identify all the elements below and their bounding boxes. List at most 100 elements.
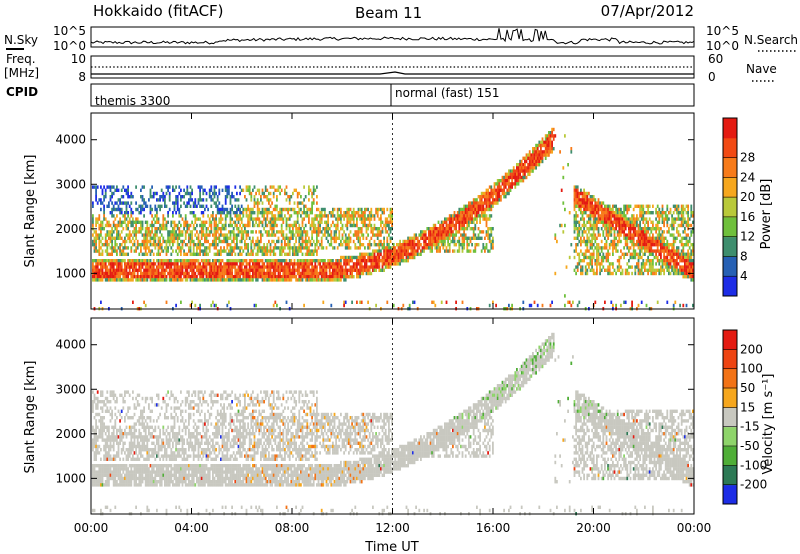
heatmap-cell [167, 265, 169, 269]
heatmap-cell [327, 223, 329, 228]
heatmap-cell [311, 204, 313, 208]
heatmap-cell [471, 227, 473, 231]
heatmap-cell [146, 265, 149, 269]
heatmap-cell [477, 201, 480, 205]
heatmap-cell [583, 217, 585, 221]
heatmap-cell [98, 249, 101, 253]
heatmap-cell [592, 252, 595, 256]
heatmap-cell [180, 262, 182, 266]
heatmap-cell [596, 252, 598, 256]
heatmap-cell [282, 271, 285, 276]
heatmap-cell [250, 207, 253, 212]
heatmap-cell [213, 265, 216, 269]
heatmap-cell [154, 246, 157, 250]
heatmap-cell [196, 275, 198, 279]
heatmap-cell [626, 268, 629, 272]
heatmap-cell [541, 150, 544, 154]
heatmap-cell [552, 127, 555, 132]
heatmap-cell [600, 217, 603, 221]
heatmap-cell [218, 252, 221, 256]
heatmap-cell [100, 268, 102, 272]
heatmap-cell [648, 211, 651, 215]
heatmap-cell [469, 211, 472, 215]
heatmap-cell [138, 220, 141, 224]
heatmap-cell [98, 271, 101, 276]
heatmap-cell [162, 249, 165, 253]
heatmap-cell [480, 201, 483, 205]
heatmap-cell [370, 243, 373, 247]
heatmap-cell [453, 233, 456, 237]
heatmap-cell [632, 233, 635, 237]
heatmap-cell [167, 220, 169, 224]
heatmap-cell [466, 220, 469, 224]
heatmap-cell [466, 204, 469, 208]
heatmap-cell [156, 191, 158, 196]
heatmap-cell [399, 243, 401, 247]
heatmap-cell [586, 201, 589, 205]
heatmap-cell [285, 262, 288, 266]
heatmap-cell [303, 268, 305, 272]
heatmap-cell [394, 246, 397, 250]
heatmap-cell [354, 255, 357, 260]
heatmap-cell [256, 262, 259, 266]
heatmap-cell [352, 239, 355, 244]
heatmap-cell [111, 191, 113, 196]
heatmap-cell [351, 265, 353, 269]
heatmap-cell [304, 223, 307, 228]
heatmap-cell [384, 220, 387, 224]
heatmap-cell [511, 179, 513, 183]
heatmap-cell [442, 243, 445, 247]
heatmap-cell [132, 223, 134, 228]
heatmap-cell [372, 255, 374, 260]
heatmap-cell [228, 271, 230, 276]
heatmap-cell [440, 243, 443, 247]
heatmap-cell [415, 243, 417, 247]
heatmap-cell [578, 201, 581, 205]
heatmap-cell [656, 236, 659, 240]
heatmap-cell [322, 227, 325, 231]
heatmap-cell [356, 255, 358, 260]
heatmap-cell [188, 246, 190, 250]
heatmap-cell [245, 268, 248, 272]
heatmap-cell [316, 227, 318, 231]
heatmap-cell [184, 204, 187, 208]
heatmap-cell [448, 246, 451, 250]
heatmap-cell [392, 249, 395, 253]
heatmap-cell [308, 262, 310, 266]
heatmap-cell [588, 227, 590, 231]
heatmap-cell [324, 265, 326, 269]
heatmap-cell [604, 268, 606, 272]
heatmap-cell [655, 217, 657, 221]
heatmap-cell [596, 207, 598, 212]
heatmap-cell [357, 207, 360, 212]
heatmap-cell [600, 259, 603, 263]
heatmap-cell [271, 201, 273, 205]
heatmap-cell [576, 204, 579, 208]
heatmap-cell [381, 207, 384, 212]
heatmap-cell [319, 259, 321, 263]
heatmap-cell [250, 268, 253, 272]
heatmap-cell [165, 185, 168, 189]
heatmap-cell [320, 217, 323, 221]
heatmap-cell [597, 227, 600, 231]
heatmap-cell [189, 211, 192, 215]
heatmap-cell [397, 249, 400, 253]
heatmap-cell [533, 159, 536, 164]
heatmap-cell [583, 211, 585, 215]
heatmap-cell [420, 249, 422, 253]
heatmap-cell [175, 198, 177, 202]
heatmap-cell [245, 207, 248, 212]
heatmap-cell [295, 275, 297, 279]
heatmap-cell [618, 236, 621, 240]
heatmap-cell [637, 255, 640, 260]
heatmap-cell [375, 268, 377, 272]
heatmap-cell [143, 233, 145, 237]
heatmap-cell [447, 249, 449, 253]
heatmap-cell [453, 236, 456, 240]
heatmap-cell [151, 271, 153, 276]
heatmap-cell [615, 204, 617, 208]
heatmap-cell [133, 265, 136, 269]
heatmap-cell [388, 252, 390, 256]
heatmap-cell [280, 214, 283, 218]
heatmap-cell [487, 236, 489, 240]
